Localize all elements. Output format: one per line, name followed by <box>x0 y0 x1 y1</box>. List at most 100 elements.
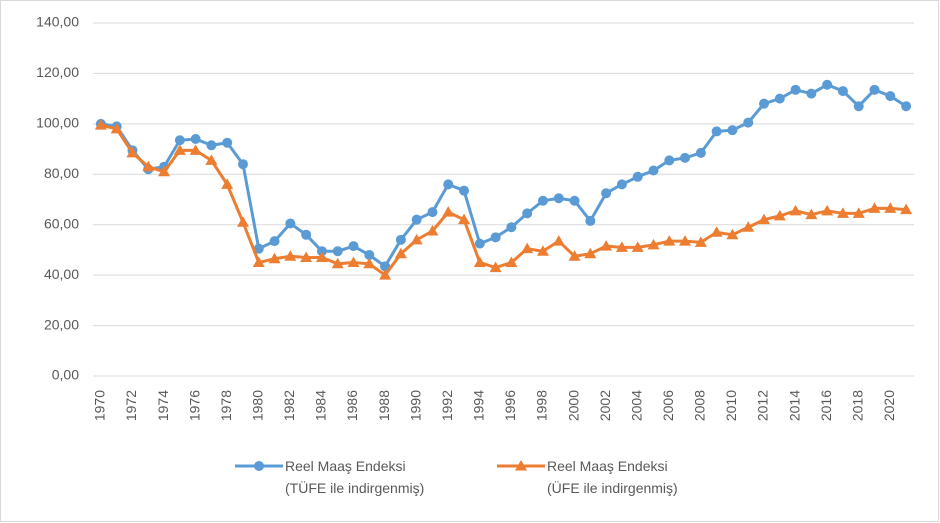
legend-marker <box>515 460 527 471</box>
y-tick-label: 140,00 <box>36 14 79 30</box>
legend-marker <box>254 461 264 471</box>
x-tick-label: 1980 <box>249 390 265 421</box>
data-point <box>616 179 627 190</box>
data-point <box>189 144 202 155</box>
x-tick-label: 2010 <box>723 390 739 421</box>
data-point <box>364 249 375 260</box>
data-point <box>553 193 564 204</box>
data-point <box>442 206 455 217</box>
x-tick-label: 1976 <box>186 390 202 421</box>
data-point <box>790 84 801 95</box>
data-point <box>490 232 501 243</box>
x-tick-label: 2002 <box>597 390 613 421</box>
data-point <box>632 171 643 182</box>
x-tick-label: 1970 <box>92 390 108 421</box>
data-point <box>743 117 754 128</box>
x-tick-label: 2012 <box>755 390 771 421</box>
data-point <box>884 202 897 213</box>
data-point <box>836 207 849 218</box>
data-point <box>443 179 454 190</box>
series-line <box>100 123 907 278</box>
x-tick-label: 2004 <box>628 390 644 421</box>
data-point <box>585 215 596 226</box>
data-point <box>316 246 327 257</box>
data-point <box>694 236 707 247</box>
data-point <box>584 247 597 259</box>
x-tick-label: 2014 <box>786 390 802 421</box>
y-tick-label: 120,00 <box>36 64 79 80</box>
data-point <box>126 146 139 158</box>
data-point <box>237 159 248 170</box>
x-tick-label: 1986 <box>344 390 360 421</box>
x-tick-label: 2000 <box>565 390 581 421</box>
data-point <box>822 79 833 90</box>
x-tick-label: 2008 <box>692 390 708 421</box>
data-point <box>758 213 771 225</box>
data-point <box>522 208 533 219</box>
x-tick-label: 1994 <box>471 390 487 421</box>
data-point <box>173 144 186 155</box>
data-point <box>268 252 281 264</box>
data-point <box>569 195 580 206</box>
data-point <box>411 214 422 225</box>
data-point <box>301 229 312 240</box>
data-point <box>742 221 755 232</box>
y-tick-label: 40,00 <box>44 266 79 282</box>
data-point <box>158 165 171 177</box>
data-point <box>680 152 691 163</box>
x-tick-label: 1982 <box>281 390 297 421</box>
data-point <box>601 188 612 199</box>
x-tick-label: 1984 <box>313 390 329 421</box>
data-point <box>221 178 234 189</box>
data-point <box>648 165 659 176</box>
data-point <box>348 241 359 252</box>
data-point <box>664 155 675 166</box>
data-point <box>222 137 233 148</box>
data-point <box>347 256 360 268</box>
data-point <box>568 250 581 261</box>
data-point <box>663 235 676 246</box>
data-point <box>506 222 517 233</box>
data-point <box>552 235 565 246</box>
data-point <box>174 135 185 146</box>
legend-label: Reel Maaş Endeksi (ÜFE ile indirgenmiş) <box>547 458 678 496</box>
data-point <box>900 203 913 215</box>
data-point <box>394 247 407 259</box>
y-tick-label: 0,00 <box>52 367 79 383</box>
x-tick-label: 1992 <box>439 390 455 421</box>
data-point <box>536 245 549 256</box>
data-point <box>521 242 534 254</box>
data-point <box>679 235 692 246</box>
data-point <box>647 238 660 250</box>
data-point <box>727 125 738 136</box>
data-point <box>600 240 613 251</box>
data-point <box>726 228 739 240</box>
x-tick-label: 1988 <box>376 390 392 421</box>
data-point <box>458 213 471 225</box>
x-tick-label: 1990 <box>407 390 423 421</box>
data-point <box>695 147 706 158</box>
data-point <box>426 225 439 236</box>
data-point <box>285 218 296 229</box>
data-point <box>427 207 438 218</box>
data-point <box>631 241 644 252</box>
x-tick-label: 1974 <box>155 390 171 421</box>
x-tick-label: 1998 <box>534 390 550 421</box>
data-point <box>711 126 722 137</box>
data-point <box>537 195 548 206</box>
data-point <box>852 207 865 218</box>
data-point <box>190 133 201 144</box>
data-point <box>300 251 313 262</box>
data-point <box>410 233 423 245</box>
data-point <box>773 209 786 221</box>
data-point <box>331 257 344 269</box>
data-point <box>789 204 802 216</box>
x-tick-label: 2006 <box>660 390 676 421</box>
data-point <box>868 202 881 213</box>
y-tick-label: 20,00 <box>44 316 79 332</box>
x-tick-label: 1972 <box>123 390 139 421</box>
y-tick-label: 100,00 <box>36 115 79 131</box>
data-point <box>252 256 265 268</box>
